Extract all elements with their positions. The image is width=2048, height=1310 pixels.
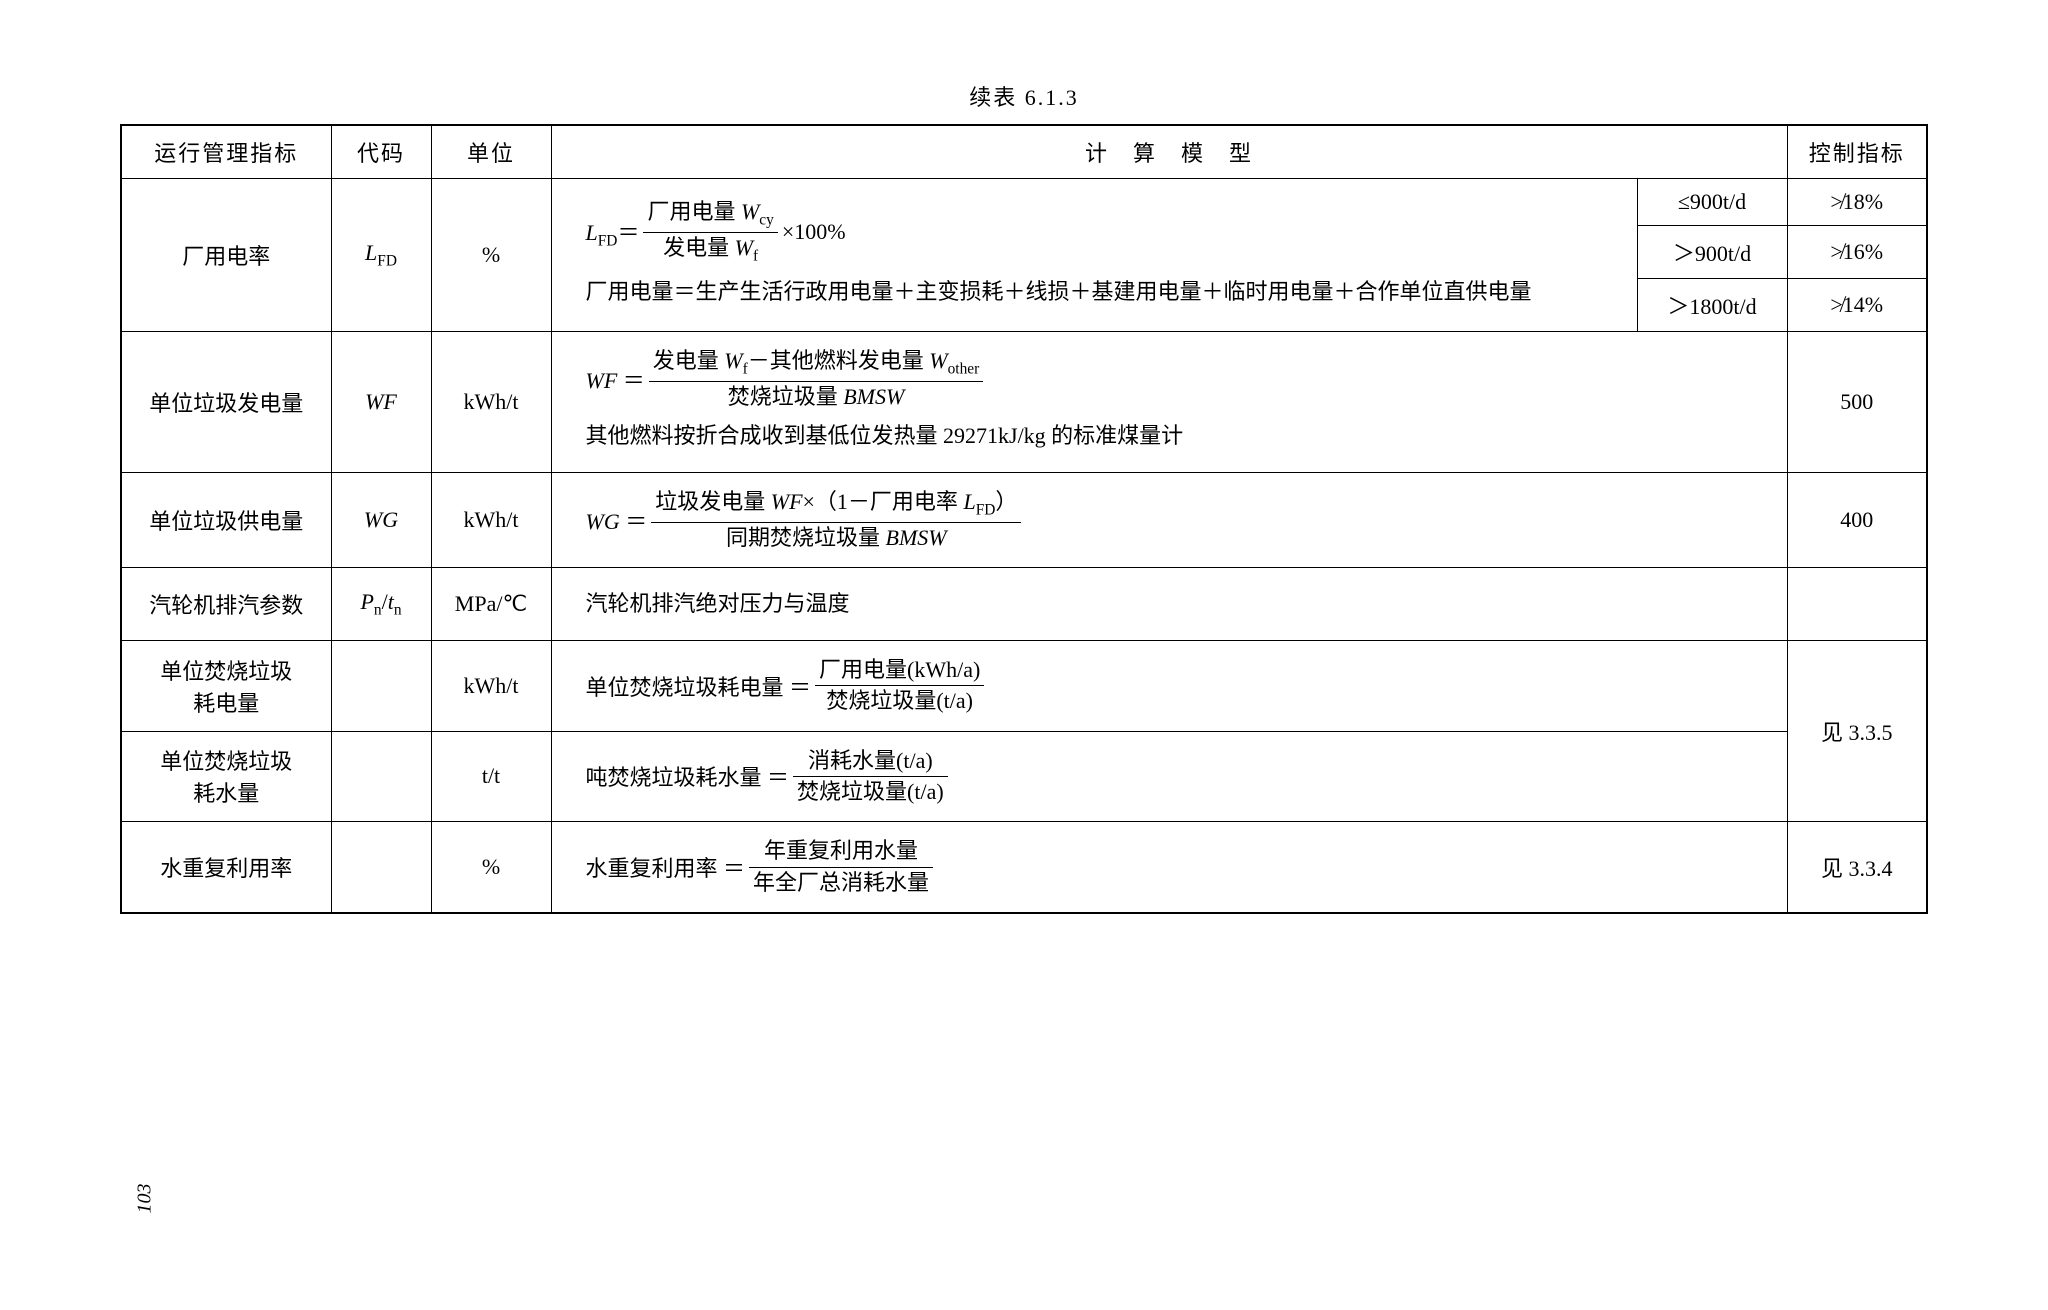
table-row: 单位焚烧垃圾 耗水量 t/t 吨焚烧垃圾耗水量 ＝ 消耗水量(t/a) 焚烧垃圾… — [121, 731, 1927, 822]
cell-unit: t/t — [431, 731, 551, 822]
cell-tier: ≤900t/d — [1637, 179, 1787, 226]
table-row: 单位焚烧垃圾 耗电量 kWh/t 单位焚烧垃圾耗电量 ＝ 厂用电量(kWh/a)… — [121, 640, 1927, 731]
table-row: 厂用电率 LFD % LFD＝ 厂用电量 Wcy 发电量 Wf ×100% 厂用… — [121, 179, 1927, 226]
table-title: 续表 6.1.3 — [120, 80, 1928, 112]
cell-model: 吨焚烧垃圾耗水量 ＝ 消耗水量(t/a) 焚烧垃圾量(t/a) — [551, 731, 1787, 822]
cell-control: ≯18% — [1787, 179, 1927, 226]
cell-code: WF — [331, 332, 431, 473]
cell-code — [331, 822, 431, 913]
cell-control — [1787, 568, 1927, 641]
cell-tier: ＞1800t/d — [1637, 279, 1787, 332]
cell-control: ≯16% — [1787, 226, 1927, 279]
header-code: 代码 — [331, 125, 431, 179]
cell-indicator: 单位焚烧垃圾 耗电量 — [121, 640, 331, 731]
page-number: 103 — [134, 1184, 157, 1214]
cell-control: 500 — [1787, 332, 1927, 473]
cell-control: 见 3.3.5 — [1787, 640, 1927, 822]
cell-unit: % — [431, 179, 551, 332]
cell-model: LFD＝ 厂用电量 Wcy 发电量 Wf ×100% 厂用电量＝生产生活行政用电… — [551, 179, 1637, 332]
cell-control: ≯14% — [1787, 279, 1927, 332]
header-unit: 单位 — [431, 125, 551, 179]
table-row: 单位垃圾供电量 WG kWh/t WG ＝ 垃圾发电量 WF×（1－厂用电率 L… — [121, 472, 1927, 567]
cell-control: 400 — [1787, 472, 1927, 567]
cell-model: WF ＝ 发电量 Wf－其他燃料发电量 Wother 焚烧垃圾量 BMSW 其他… — [551, 332, 1787, 473]
table-row: 水重复利用率 % 水重复利用率 ＝ 年重复利用水量 年全厂总消耗水量 见 3.3… — [121, 822, 1927, 913]
header-control: 控制指标 — [1787, 125, 1927, 179]
cell-indicator: 单位焚烧垃圾 耗水量 — [121, 731, 331, 822]
header-row: 运行管理指标 代码 单位 计 算 模 型 控制指标 — [121, 125, 1927, 179]
cell-unit: kWh/t — [431, 640, 551, 731]
cell-indicator: 水重复利用率 — [121, 822, 331, 913]
cell-indicator: 单位垃圾供电量 — [121, 472, 331, 567]
table-row: 单位垃圾发电量 WF kWh/t WF ＝ 发电量 Wf－其他燃料发电量 Wot… — [121, 332, 1927, 473]
cell-unit: MPa/℃ — [431, 568, 551, 641]
cell-tier: ＞900t/d — [1637, 226, 1787, 279]
cell-code — [331, 731, 431, 822]
cell-unit: kWh/t — [431, 472, 551, 567]
cell-model: WG ＝ 垃圾发电量 WF×（1－厂用电率 LFD） 同期焚烧垃圾量 BMSW — [551, 472, 1787, 567]
cell-indicator: 厂用电率 — [121, 179, 331, 332]
cell-model: 水重复利用率 ＝ 年重复利用水量 年全厂总消耗水量 — [551, 822, 1787, 913]
cell-control: 见 3.3.4 — [1787, 822, 1927, 913]
cell-indicator: 单位垃圾发电量 — [121, 332, 331, 473]
cell-unit: % — [431, 822, 551, 913]
cell-indicator: 汽轮机排汽参数 — [121, 568, 331, 641]
cell-model: 汽轮机排汽绝对压力与温度 — [551, 568, 1787, 641]
cell-code: WG — [331, 472, 431, 567]
data-table: 运行管理指标 代码 单位 计 算 模 型 控制指标 厂用电率 LFD % LFD… — [120, 124, 1928, 914]
cell-code — [331, 640, 431, 731]
cell-model: 单位焚烧垃圾耗电量 ＝ 厂用电量(kWh/a) 焚烧垃圾量(t/a) — [551, 640, 1787, 731]
header-model: 计 算 模 型 — [551, 125, 1787, 179]
cell-unit: kWh/t — [431, 332, 551, 473]
table-row: 汽轮机排汽参数 Pn/tn MPa/℃ 汽轮机排汽绝对压力与温度 — [121, 568, 1927, 641]
cell-code: Pn/tn — [331, 568, 431, 641]
header-indicator: 运行管理指标 — [121, 125, 331, 179]
cell-code: LFD — [331, 179, 431, 332]
